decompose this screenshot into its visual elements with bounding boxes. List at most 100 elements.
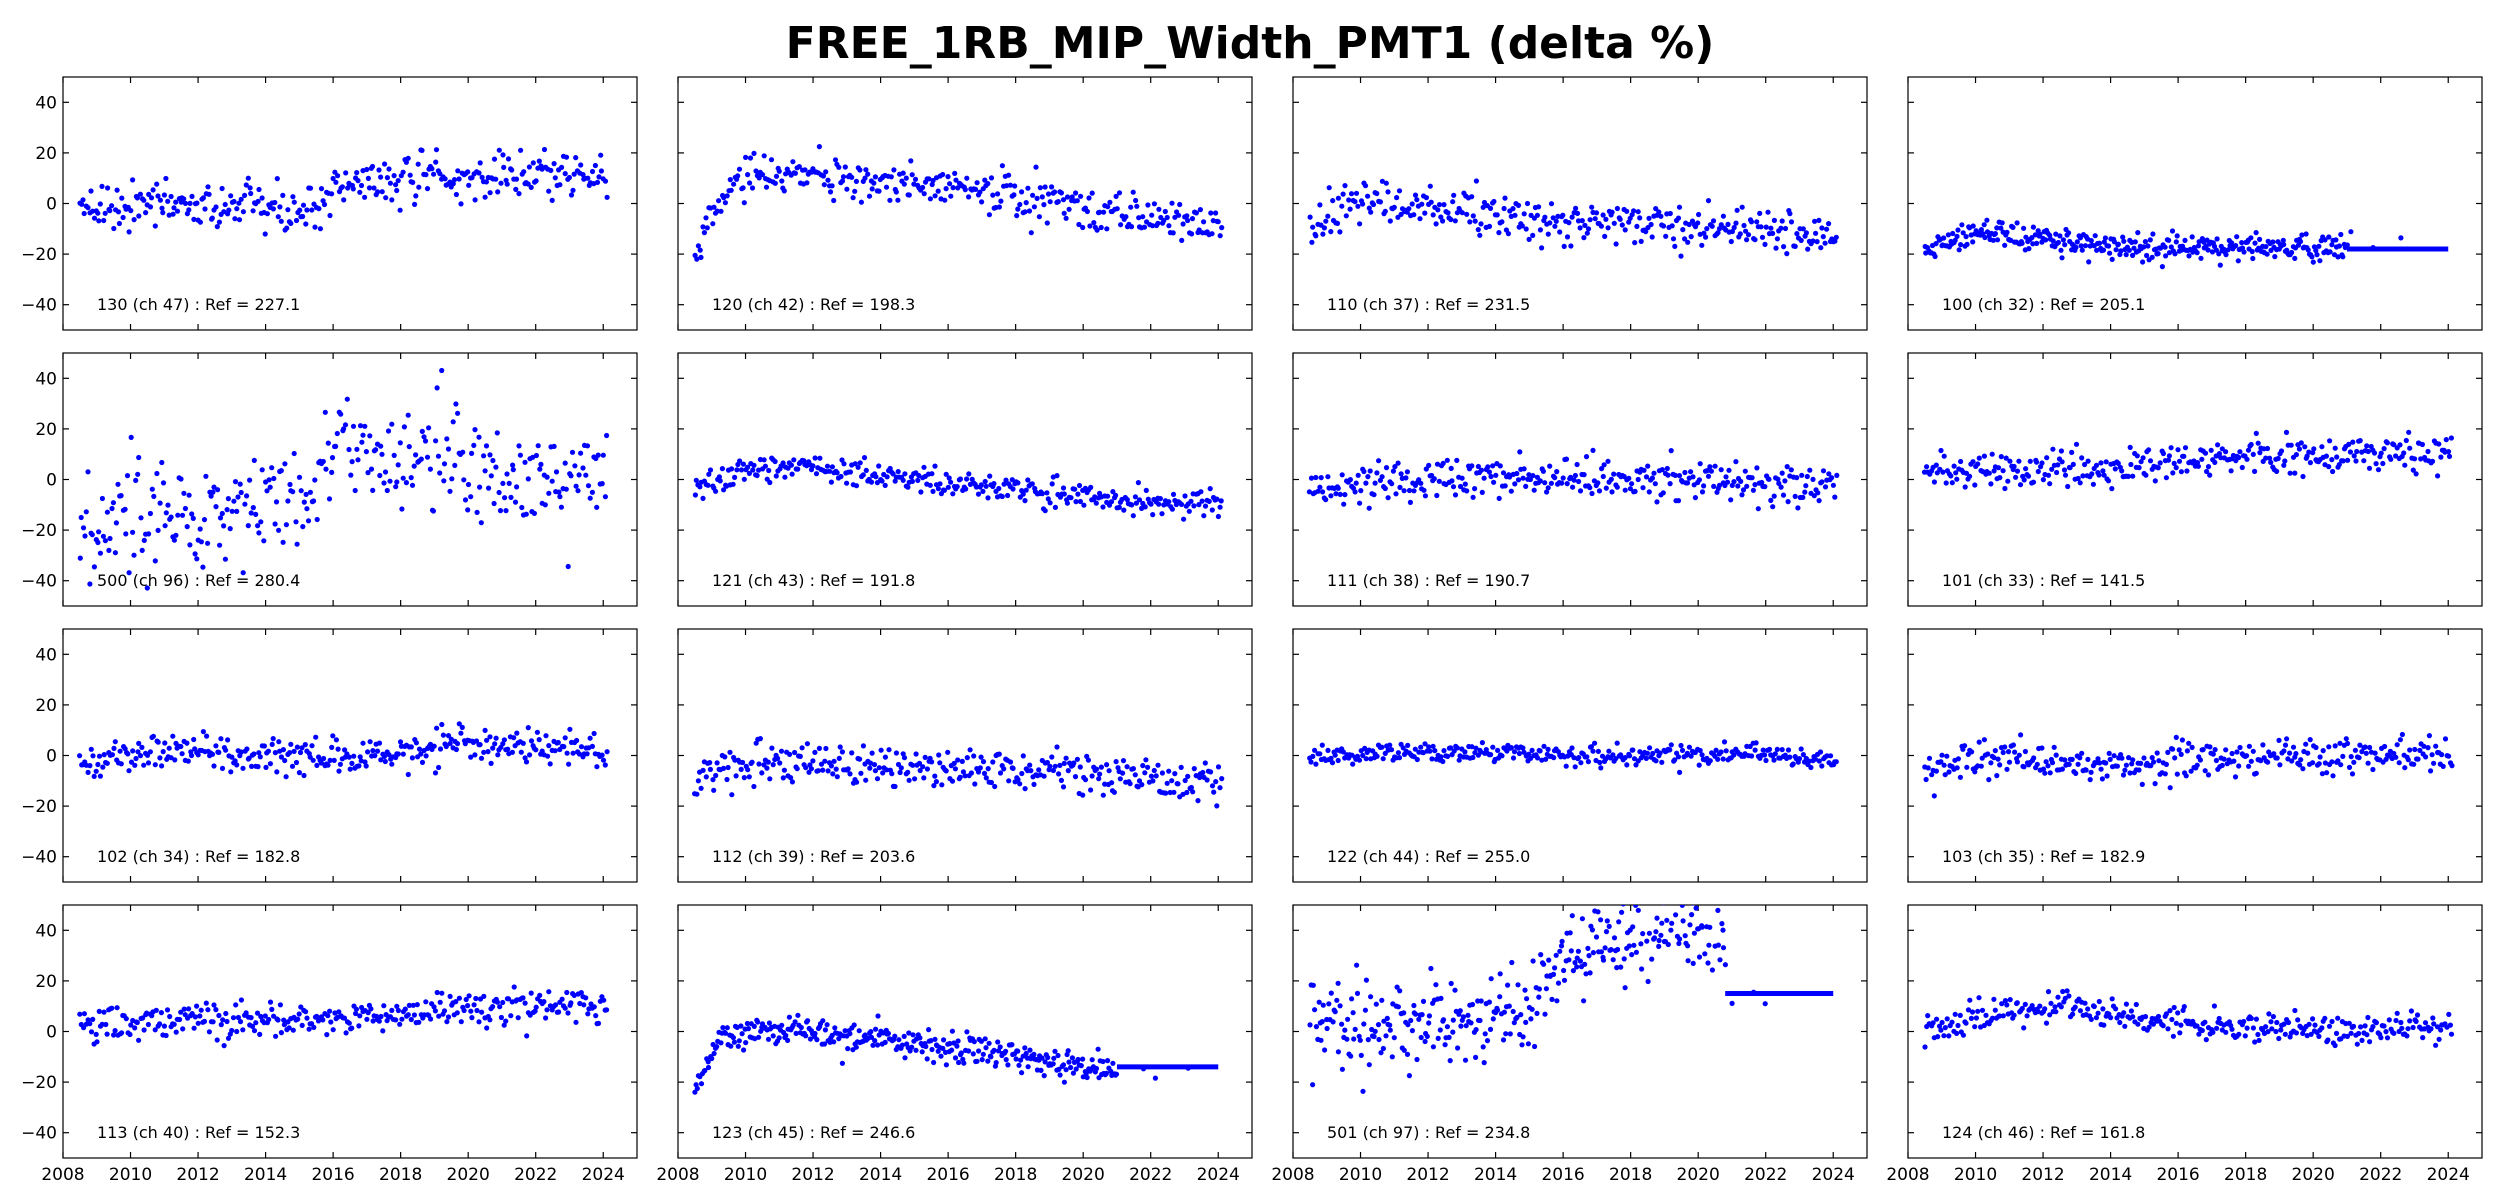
data-point bbox=[2381, 446, 2387, 452]
data-point bbox=[309, 207, 315, 213]
data-point bbox=[703, 215, 709, 221]
data-point bbox=[895, 469, 901, 475]
data-point bbox=[136, 1037, 142, 1043]
data-point bbox=[1992, 748, 1998, 754]
data-point bbox=[1448, 465, 1454, 471]
data-point bbox=[1495, 747, 1501, 754]
data-point bbox=[2332, 743, 2338, 749]
data-point bbox=[698, 1081, 705, 1087]
data-point bbox=[1323, 218, 1329, 224]
data-point bbox=[1970, 459, 1976, 465]
data-point bbox=[531, 510, 538, 516]
data-point bbox=[514, 484, 520, 490]
data-point bbox=[749, 759, 755, 765]
data-point bbox=[257, 754, 263, 760]
data-point bbox=[248, 1015, 254, 1021]
data-point bbox=[389, 761, 395, 767]
data-point bbox=[1074, 198, 1080, 204]
data-point bbox=[1362, 183, 1369, 189]
data-point bbox=[1047, 763, 1053, 769]
data-point bbox=[436, 1013, 442, 1019]
data-point bbox=[1526, 236, 1532, 242]
data-point bbox=[942, 197, 948, 203]
data-point bbox=[1464, 211, 1470, 217]
data-point bbox=[137, 753, 144, 759]
data-point bbox=[1709, 223, 1715, 229]
data-point bbox=[1208, 210, 1214, 216]
data-point bbox=[1313, 761, 1319, 767]
data-point bbox=[2194, 762, 2200, 768]
data-point bbox=[520, 995, 526, 1001]
data-point bbox=[1418, 744, 1424, 750]
data-point bbox=[205, 184, 211, 190]
data-point bbox=[384, 175, 390, 181]
data-point bbox=[1675, 215, 1682, 221]
data-point bbox=[224, 507, 230, 513]
data-point bbox=[1052, 189, 1058, 195]
data-point bbox=[1472, 486, 1478, 492]
data-point bbox=[587, 735, 593, 741]
data-point bbox=[1201, 219, 1207, 225]
data-point bbox=[1619, 222, 1625, 228]
data-point bbox=[1721, 739, 1728, 745]
data-point bbox=[500, 152, 506, 158]
data-point bbox=[594, 504, 600, 510]
data-point bbox=[1026, 208, 1033, 214]
data-point bbox=[439, 367, 445, 374]
data-point bbox=[1737, 231, 1743, 237]
data-point bbox=[964, 476, 970, 482]
data-point bbox=[495, 752, 501, 758]
data-point bbox=[1456, 757, 1462, 763]
data-point bbox=[870, 1042, 876, 1048]
data-point bbox=[424, 186, 431, 192]
data-point bbox=[203, 473, 209, 479]
data-point bbox=[2399, 731, 2405, 738]
data-point bbox=[157, 755, 163, 761]
data-point bbox=[1545, 746, 1551, 753]
data-point bbox=[270, 736, 276, 742]
data-point bbox=[411, 1012, 417, 1018]
data-point bbox=[213, 204, 219, 210]
data-point bbox=[962, 773, 968, 779]
y-tick-label: 0 bbox=[46, 471, 57, 491]
data-point bbox=[1197, 207, 1203, 213]
data-point bbox=[244, 493, 250, 499]
data-point bbox=[2057, 233, 2063, 239]
data-point bbox=[1799, 472, 1805, 478]
data-point bbox=[362, 194, 368, 200]
data-point bbox=[1432, 748, 1438, 754]
data-point bbox=[205, 1007, 211, 1013]
data-point bbox=[1178, 764, 1184, 771]
data-point bbox=[1479, 489, 1485, 495]
data-point bbox=[2073, 244, 2079, 250]
data-point bbox=[469, 175, 475, 181]
data-point bbox=[285, 207, 291, 213]
data-point bbox=[221, 523, 227, 529]
data-point bbox=[483, 443, 490, 449]
x-tick-label: 2010 bbox=[724, 1165, 767, 1185]
data-point bbox=[932, 1036, 938, 1042]
data-point bbox=[245, 523, 251, 529]
data-point bbox=[2162, 244, 2168, 250]
data-point bbox=[2215, 442, 2221, 448]
data-point bbox=[2334, 454, 2340, 460]
data-point bbox=[1964, 764, 1970, 770]
data-point bbox=[727, 749, 733, 755]
data-point bbox=[1962, 484, 1968, 490]
data-point bbox=[1672, 472, 1678, 478]
data-point bbox=[1695, 220, 1701, 226]
y-tick-label: 0 bbox=[46, 747, 57, 767]
data-point bbox=[120, 214, 126, 221]
data-point bbox=[1581, 472, 1587, 478]
data-point bbox=[2021, 764, 2027, 770]
data-point bbox=[1007, 759, 1014, 765]
data-point bbox=[2216, 451, 2222, 457]
data-point bbox=[1611, 220, 1617, 226]
data-point bbox=[2365, 760, 2371, 766]
data-point bbox=[1667, 747, 1673, 753]
data-point bbox=[999, 163, 1006, 169]
data-point bbox=[2021, 477, 2027, 483]
data-point bbox=[1592, 216, 1598, 222]
data-point bbox=[552, 1002, 559, 1008]
data-point bbox=[1690, 474, 1696, 480]
